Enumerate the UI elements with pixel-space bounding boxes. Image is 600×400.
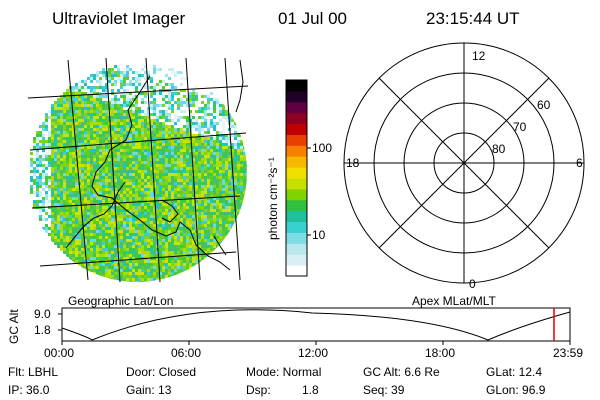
altitude-plot — [58, 307, 571, 345]
info-door: Door: Closed — [126, 365, 197, 379]
globe-pixels — [30, 65, 247, 282]
colorbar-unit-label: photon cm⁻²s⁻¹ — [266, 157, 280, 240]
uv-image-globe — [30, 65, 247, 282]
info-gc-alt: GC Alt: 6.6 Re — [363, 365, 440, 379]
geographic-grid — [27, 57, 249, 283]
colorbar-swatch — [286, 134, 307, 146]
info-glat: GLat: 12.4 — [486, 365, 543, 379]
info-seq: Seq: 39 — [363, 383, 405, 397]
colorbar-swatch — [286, 145, 307, 157]
colorbar-swatch — [286, 221, 307, 233]
colorbar-swatch — [286, 123, 307, 135]
lat-label-80: 80 — [492, 142, 506, 156]
colorbar-tick-10: 10 — [312, 228, 326, 242]
colorbar-swatch — [286, 156, 307, 168]
polar-plot — [343, 42, 585, 284]
colorbar-swatch — [286, 232, 307, 244]
colorbar-swatch — [286, 199, 307, 212]
x-tick-1800: 18:00 — [425, 346, 456, 360]
colorbar-swatch — [286, 90, 307, 103]
mlt-label-12: 12 — [472, 49, 486, 63]
colorbar-swatch — [286, 101, 307, 114]
geographic-caption: Geographic Lat/Lon — [68, 294, 174, 308]
colorbar-swatch — [286, 188, 307, 201]
lat-label-60: 60 — [537, 98, 551, 112]
info-dsp-value: 1.8 — [302, 383, 319, 397]
colorbar-swatch — [286, 80, 307, 92]
mlt-label-6: 6 — [576, 156, 583, 170]
colorbar-swatch — [286, 243, 307, 255]
colorbar-swatch — [286, 112, 307, 125]
apex-caption: Apex MLat/MLT — [412, 294, 496, 308]
colorbar-swatch — [286, 167, 307, 179]
app-title: Ultraviolet Imager — [52, 9, 186, 28]
colorbar — [285, 79, 311, 277]
colorbar-swatch — [286, 254, 307, 266]
lat-label-70: 70 — [513, 120, 527, 134]
alt-tick-9: 9.0 — [34, 307, 51, 321]
x-tick-0000: 00:00 — [44, 346, 75, 360]
info-ip: IP: 36.0 — [8, 383, 50, 397]
date-label: 01 Jul 00 — [278, 9, 347, 28]
colorbar-swatch — [286, 210, 307, 223]
altitude-ylabel: GC Alt — [7, 309, 21, 344]
coastline — [65, 59, 244, 271]
mlt-label-18: 18 — [346, 156, 360, 170]
x-tick-0600: 06:00 — [171, 346, 202, 360]
x-tick-1200: 12:00 — [298, 346, 329, 360]
info-dsp-label: Dsp: — [246, 383, 271, 397]
colorbar-swatches — [286, 80, 307, 277]
colorbar-tick-100: 100 — [312, 141, 333, 155]
info-mode: Mode: Normal — [246, 365, 322, 379]
info-flt: Flt: LBHL — [8, 365, 59, 379]
info-glon: GLon: 96.9 — [486, 383, 546, 397]
colorbar-swatch — [286, 265, 307, 277]
colorbar-swatch — [286, 178, 307, 190]
x-tick-2359: 23:59 — [553, 346, 584, 360]
time-label: 23:15:44 UT — [426, 9, 520, 28]
alt-tick-1-8: 1.8 — [34, 323, 51, 337]
mlt-label-0: 0 — [469, 277, 476, 291]
info-gain: Gain: 13 — [126, 383, 172, 397]
